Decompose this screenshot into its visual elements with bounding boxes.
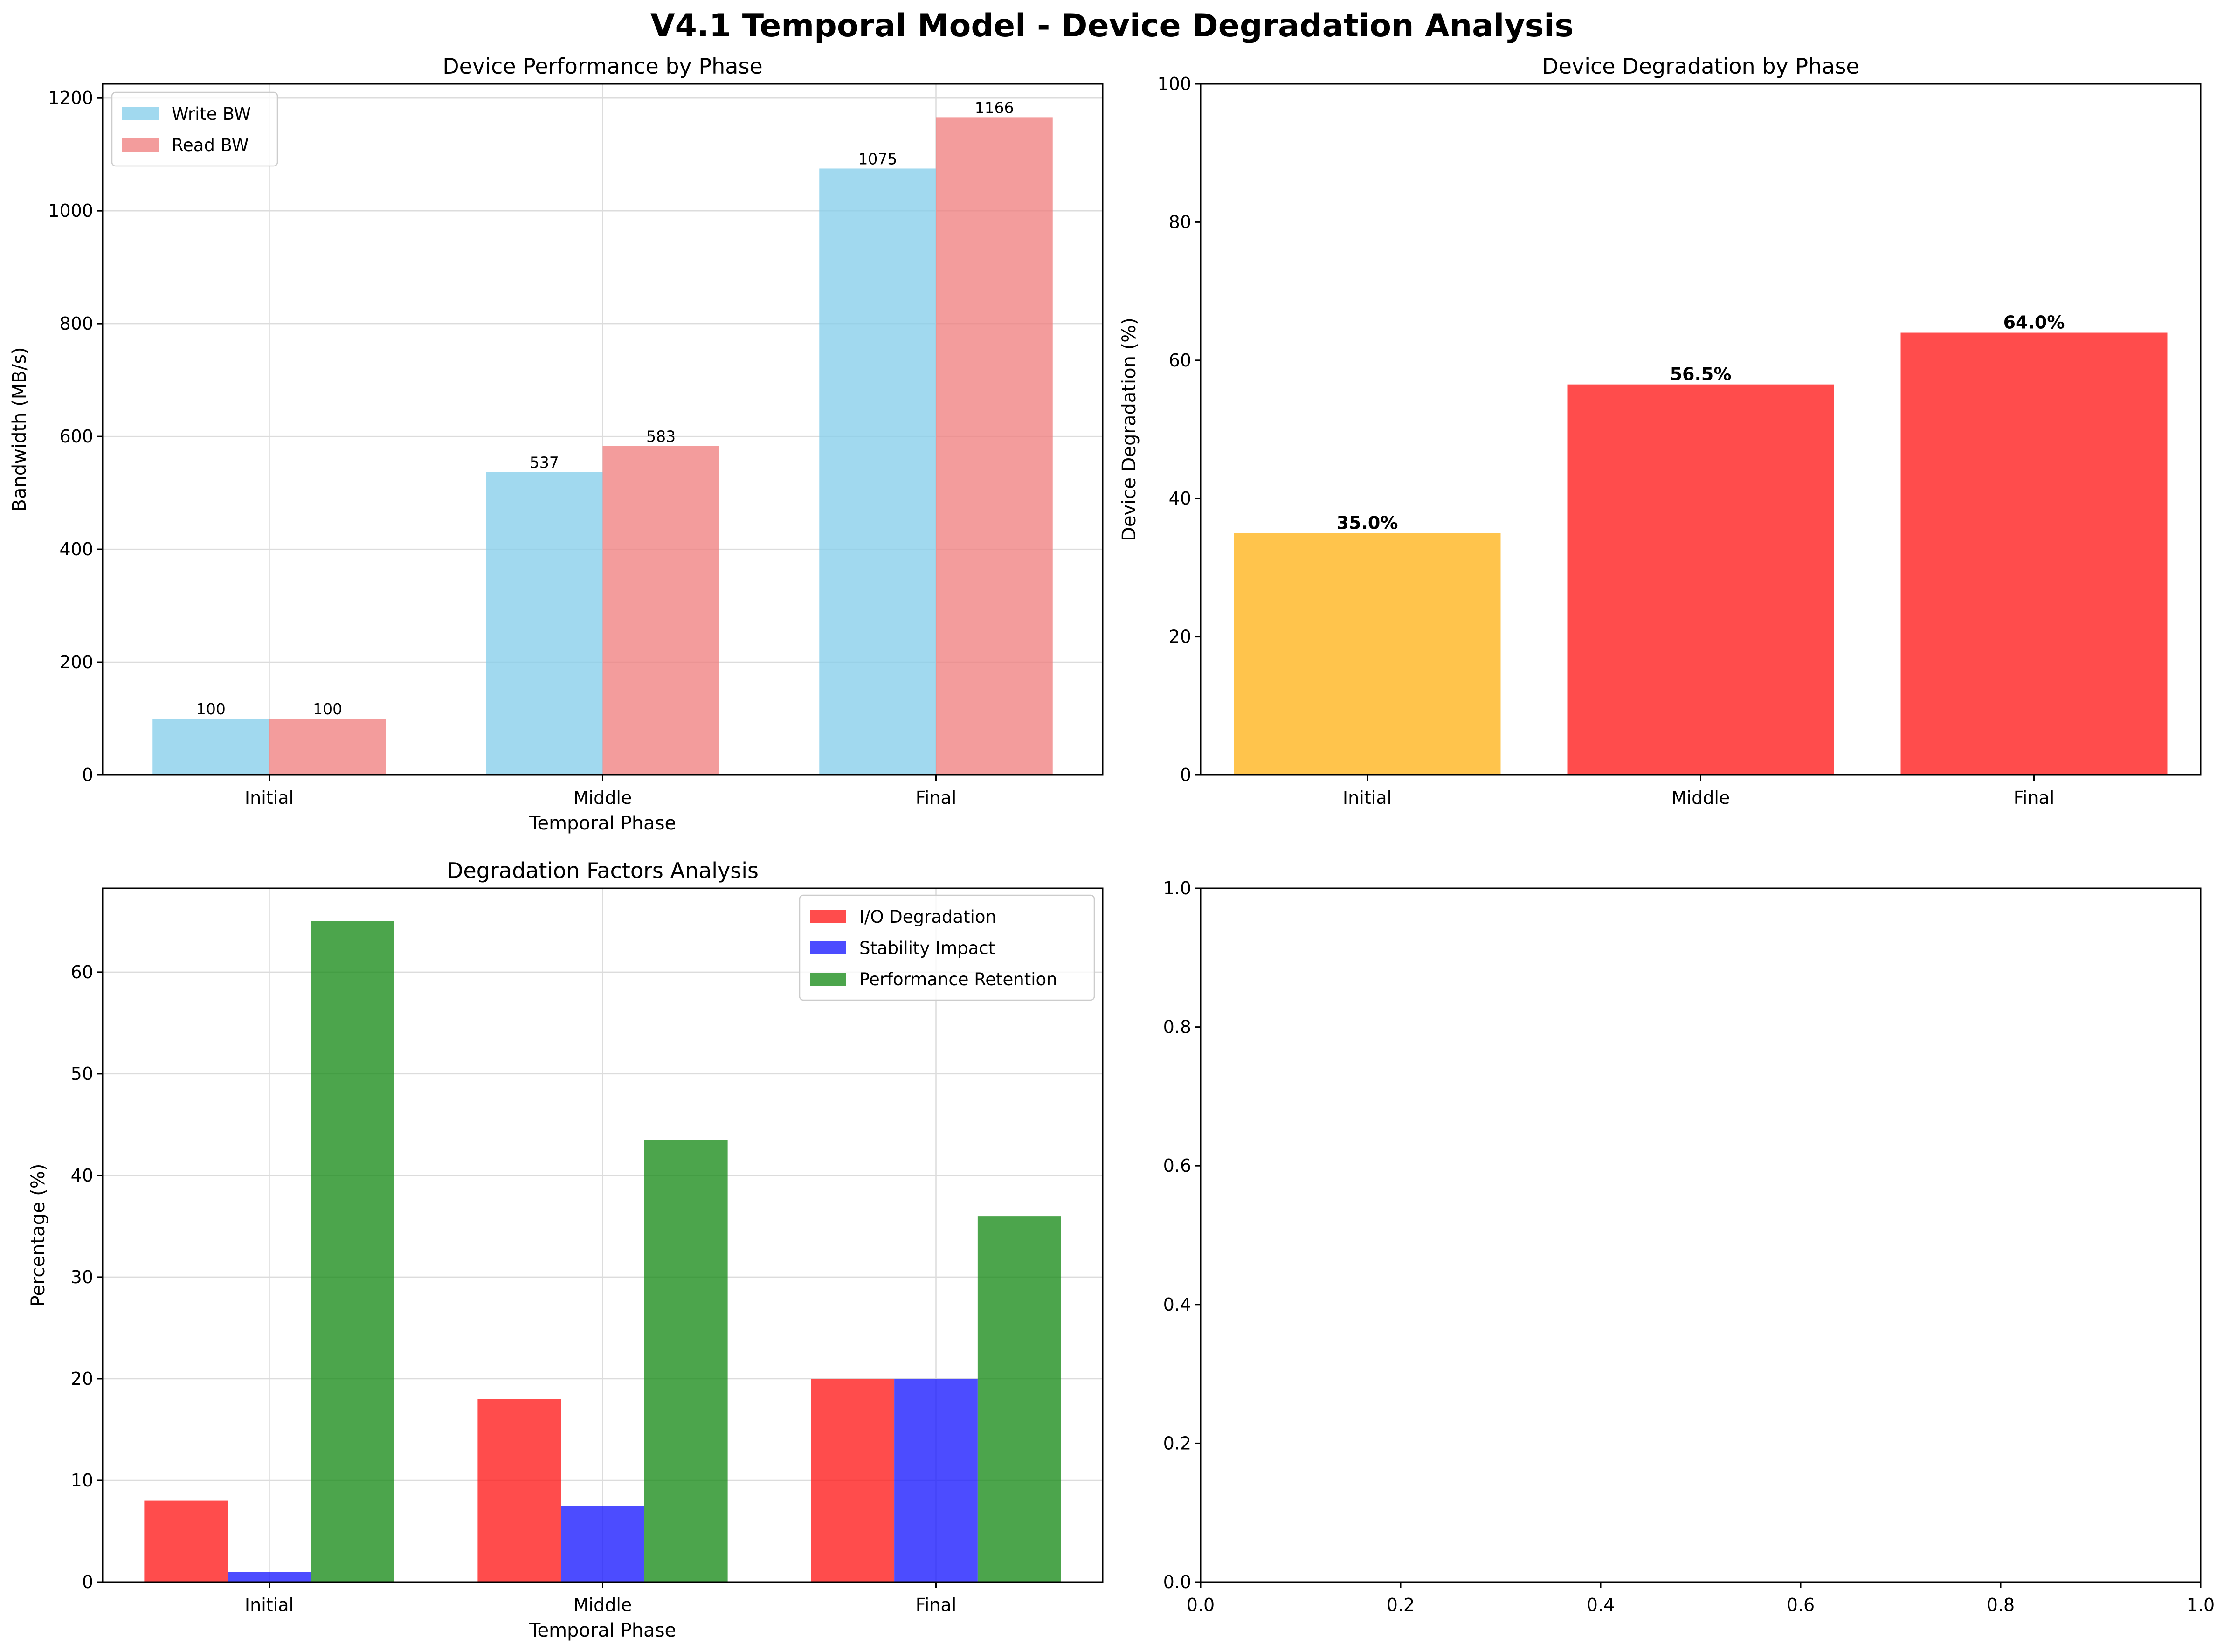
x-axis-label: Temporal Phase [529, 813, 676, 834]
x-tick-label: 0.0 [1187, 1595, 1215, 1615]
bar [486, 472, 603, 775]
x-tick-label: 0.4 [1587, 1595, 1615, 1615]
bar-value-label: 100 [196, 700, 226, 718]
y-tick-label: 0 [82, 765, 93, 785]
bar [894, 1378, 978, 1582]
y-tick-label: 80 [1169, 212, 1191, 232]
bar-value-label: 64.0% [2003, 312, 2065, 333]
y-tick-label: 200 [59, 652, 93, 672]
x-tick-label: Initial [245, 788, 294, 808]
bar [1900, 332, 2168, 775]
legend-swatch [810, 910, 846, 923]
y-tick-label: 20 [1169, 627, 1191, 647]
bar [561, 1506, 644, 1582]
y-axis-label: Percentage (%) [28, 1164, 49, 1307]
performance-chart: 100 537 1075 100 583 1166 0 200 400 600 800 1000 120… [9, 54, 1104, 834]
x-tick-label: Initial [1343, 788, 1392, 808]
degradation-chart: 35.0% 56.5% 64.0% 0 20 40 60 80 100 Initial Middle… [1119, 54, 2202, 808]
bar [269, 719, 386, 775]
y-tick-label: 30 [71, 1267, 93, 1287]
x-tick-label: 1.0 [2187, 1595, 2215, 1615]
bar-value-label: 537 [530, 453, 559, 471]
y-tick-label: 0.6 [1163, 1155, 1191, 1176]
factors-chart: 0 10 20 30 40 50 60 Initial Middle Final Degradati… [28, 858, 1104, 1641]
y-axis-label: Device Degradation (%) [1119, 318, 1140, 541]
legend-box [799, 894, 1095, 1001]
y-tick-label: 50 [71, 1064, 93, 1084]
y-tick-label: 40 [71, 1165, 93, 1186]
legend-label: Write BW [172, 104, 251, 124]
y-tick-label: 0 [1180, 765, 1191, 785]
bar [1567, 384, 1834, 775]
y-tick-label: 0 [82, 1572, 93, 1592]
x-tick-label: Middle [573, 788, 632, 808]
x-tick-label: 0.6 [1787, 1595, 1815, 1615]
bar-value-label: 1075 [858, 150, 897, 168]
y-tick-label: 0.0 [1163, 1572, 1191, 1592]
bar [477, 1399, 561, 1582]
bar [152, 719, 269, 775]
bar [228, 1572, 311, 1582]
bar [1234, 533, 1501, 775]
bar [811, 1378, 895, 1582]
y-tick-label: 0.2 [1163, 1433, 1191, 1453]
y-tick-label: 400 [59, 539, 93, 560]
x-tick-label: Initial [245, 1595, 294, 1615]
legend-swatch [810, 941, 846, 954]
x-tick-label: 0.2 [1387, 1595, 1415, 1615]
y-tick-label: 0.8 [1163, 1017, 1191, 1037]
bar [819, 168, 936, 775]
x-tick-label: 0.8 [1987, 1595, 2015, 1615]
chart-title: Degradation Factors Analysis [447, 858, 759, 883]
bar [602, 446, 719, 775]
bar [936, 117, 1053, 775]
legend-swatch [122, 138, 159, 152]
legend: Write BW Read BW [111, 91, 278, 167]
chart-title: Device Performance by Phase [442, 54, 762, 79]
bar-value-label: 583 [646, 428, 676, 446]
x-tick-label: Middle [1671, 788, 1730, 808]
legend-label: I/O Degradation [859, 907, 996, 927]
legend-swatch [810, 973, 846, 986]
bar-value-label: 100 [313, 700, 342, 718]
y-tick-label: 600 [59, 426, 93, 447]
y-tick-label: 0.4 [1163, 1294, 1191, 1315]
y-tick-label: 10 [71, 1470, 93, 1491]
y-tick-label: 60 [71, 962, 93, 982]
bar [311, 921, 394, 1582]
x-tick-label: Final [916, 788, 957, 808]
bar-value-label: 56.5% [1670, 364, 1732, 385]
legend-label: Read BW [172, 135, 249, 155]
y-tick-label: 40 [1169, 488, 1191, 509]
x-axis-label: Temporal Phase [529, 1620, 676, 1641]
y-tick-label: 60 [1169, 350, 1191, 371]
legend-label: Performance Retention [859, 969, 1057, 989]
legend-swatch [122, 107, 159, 120]
y-tick-label: 800 [59, 313, 93, 334]
empty-chart: 0.0 0.2 0.4 0.6 0.8 1.0 0.0 0.2 0.4 0.6 0.8 1.0 [1163, 878, 2215, 1615]
bar [644, 1140, 728, 1582]
legend-label: Stability Impact [859, 938, 995, 958]
y-axis-label: Bandwidth (MB/s) [9, 347, 30, 511]
y-tick-label: 1000 [48, 200, 93, 221]
bar-value-label: 1166 [975, 98, 1014, 117]
y-tick-label: 1.0 [1163, 878, 1191, 899]
x-tick-label: Final [916, 1595, 957, 1615]
x-tick-label: Middle [573, 1595, 632, 1615]
legend: I/O Degradation Stability Impact Performan… [799, 894, 1095, 1001]
y-tick-label: 20 [71, 1369, 93, 1389]
y-tick-label: 1200 [48, 88, 93, 108]
figure-title: V4.1 Temporal Model - Device Degradation… [650, 7, 1574, 44]
bar [977, 1216, 1061, 1582]
bar-value-label: 35.0% [1337, 512, 1398, 533]
x-tick-label: Final [2014, 788, 2055, 808]
y-tick-label: 100 [1157, 74, 1191, 94]
bar [144, 1500, 228, 1582]
chart-title: Device Degradation by Phase [1542, 54, 1859, 79]
axes-frame [1200, 887, 2202, 1583]
